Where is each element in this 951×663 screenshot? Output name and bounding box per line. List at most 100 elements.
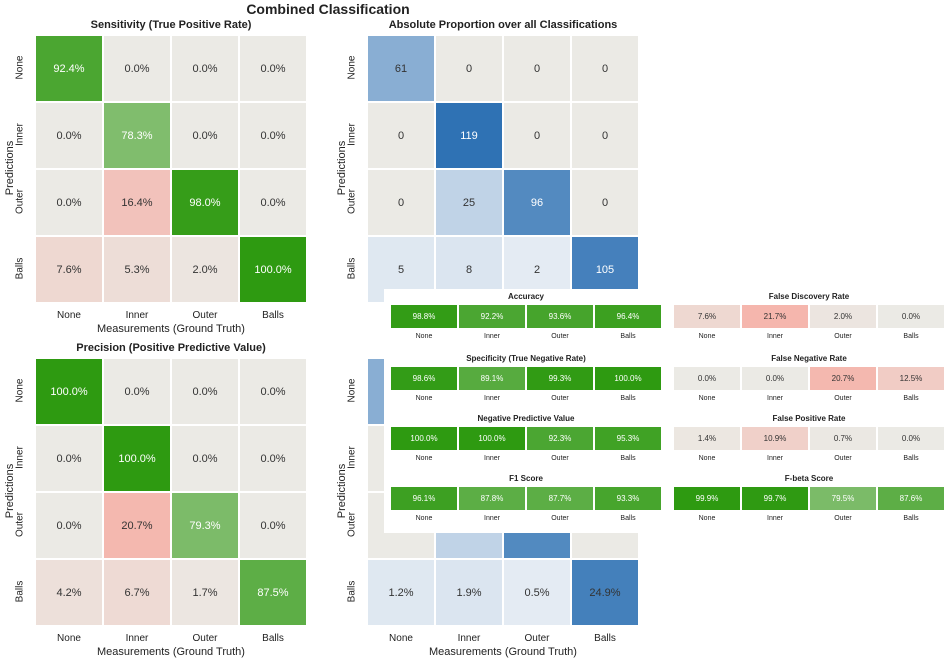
heatmap-cell: 87.5%: [239, 559, 307, 626]
metric-cell: 0.0%: [673, 366, 741, 391]
metric-x-tick: Outer: [551, 455, 569, 462]
y-tick-label: None: [14, 55, 26, 79]
metric-cell: 95.3%: [594, 426, 662, 451]
metric-cell: 7.6%: [673, 304, 741, 329]
heatmap-cell: 4.2%: [35, 559, 103, 626]
heatmap-cell: 0: [571, 102, 639, 169]
metric-x-tick: Outer: [834, 333, 852, 340]
heatmap-cell: 0: [571, 169, 639, 236]
metric-cell: 21.7%: [741, 304, 809, 329]
metric-x-tick: Balls: [903, 515, 919, 522]
heatmap-cell: 61: [367, 35, 435, 102]
heatmap-cell: 0.0%: [239, 169, 307, 236]
metric-cell: 98.6%: [390, 366, 458, 391]
heatmap-cell: 0.0%: [35, 492, 103, 559]
heatmap-cell: 100.0%: [35, 358, 103, 425]
y-tick-label: Balls: [346, 580, 358, 602]
metric-x-tick: Outer: [551, 395, 569, 402]
x-tick-label: Inner: [457, 633, 481, 644]
heatmap-cell: 7.6%: [35, 236, 103, 303]
metric-x-tick: None: [698, 395, 716, 402]
metric-title: F1 Score: [509, 474, 543, 483]
metric-x-tick: Inner: [484, 333, 500, 340]
metric-cell: 87.7%: [526, 486, 594, 511]
metric-x-tick: Balls: [903, 455, 919, 462]
metric-cell: 1.4%: [673, 426, 741, 451]
y-tick-label: Outer: [346, 188, 358, 214]
metric-cell: 0.7%: [809, 426, 877, 451]
heatmap-cell: 0.0%: [171, 35, 239, 102]
heatmap-cell: 24.9%: [571, 559, 639, 626]
metric-cell: 0.0%: [877, 304, 945, 329]
metric-cell: 2.0%: [809, 304, 877, 329]
metric-x-tick: Balls: [620, 515, 636, 522]
metric-title: F-beta Score: [784, 474, 834, 483]
y-tick-label: Balls: [346, 257, 358, 279]
y-tick-label: Inner: [14, 122, 26, 146]
heatmap-cell: 1.9%: [435, 559, 503, 626]
heatmap-cell: 0: [435, 35, 503, 102]
x-tick-label: None: [57, 310, 81, 321]
metric-x-tick: None: [698, 515, 716, 522]
y-tick-label: Balls: [14, 580, 26, 602]
metric-cell: 100.0%: [458, 426, 526, 451]
metric-x-tick: Inner: [767, 395, 783, 402]
heatmap-cell: 0.0%: [171, 358, 239, 425]
metric-cell: 93.3%: [594, 486, 662, 511]
metric-cell: 99.3%: [526, 366, 594, 391]
heatmap-cell: 0.0%: [103, 358, 171, 425]
x-tick-label: Balls: [262, 310, 284, 321]
panel2-xlabel: Measurements (Ground Truth): [97, 646, 245, 658]
x-tick-label: Outer: [192, 310, 218, 321]
metric-title: Negative Predictive Value: [477, 414, 575, 423]
heatmap-cell: 0.5%: [503, 559, 571, 626]
metric-x-tick: Inner: [767, 515, 783, 522]
heatmap-cell: 0.0%: [239, 358, 307, 425]
heatmap-cell: 0: [367, 102, 435, 169]
heatmap-cell: 0.0%: [239, 35, 307, 102]
metric-x-tick: Balls: [620, 455, 636, 462]
heatmap-cell: 0.0%: [35, 102, 103, 169]
metric-cell: 0.0%: [877, 426, 945, 451]
heatmap-cell: 100.0%: [239, 236, 307, 303]
heatmap-cell: 0: [503, 35, 571, 102]
metric-title: False Negative Rate: [771, 354, 847, 363]
panel2-title: Precision (Positive Predictive Value): [76, 342, 266, 354]
metric-x-tick: Inner: [767, 455, 783, 462]
panel3-ylabel: Predictions: [336, 463, 348, 519]
metric-cell: 100.0%: [594, 366, 662, 391]
metric-cell: 87.8%: [458, 486, 526, 511]
metric-title: Specificity (True Negative Rate): [466, 354, 586, 363]
heatmap-cell: 1.7%: [171, 559, 239, 626]
heatmap-cell: 0.0%: [239, 102, 307, 169]
y-tick-label: Outer: [14, 188, 26, 214]
panel2-ylabel: Predictions: [4, 463, 16, 519]
figure-title: Combined Classification: [246, 1, 410, 17]
y-tick-label: Outer: [14, 511, 26, 537]
heatmap-cell: 100.0%: [103, 425, 171, 492]
metric-x-tick: None: [698, 333, 716, 340]
metric-cell: 93.6%: [526, 304, 594, 329]
y-tick-label: Balls: [14, 257, 26, 279]
metric-x-tick: None: [415, 333, 433, 340]
heatmap-cell: 16.4%: [103, 169, 171, 236]
metric-x-tick: None: [698, 455, 716, 462]
metric-x-tick: Balls: [903, 395, 919, 402]
heatmap-cell: 0.0%: [171, 425, 239, 492]
heatmap-cell: 0.0%: [171, 102, 239, 169]
heatmap-cell: 78.3%: [103, 102, 171, 169]
metric-x-tick: Balls: [903, 333, 919, 340]
metric-cell: 20.7%: [809, 366, 877, 391]
x-tick-label: Balls: [262, 633, 284, 644]
metric-x-tick: None: [415, 455, 433, 462]
heatmap-cell: 0: [571, 35, 639, 102]
x-tick-label: Outer: [192, 633, 218, 644]
metric-x-tick: None: [415, 515, 433, 522]
metric-x-tick: Inner: [767, 333, 783, 340]
metric-title: False Discovery Rate: [768, 292, 850, 301]
heatmap-cell: 0.0%: [239, 425, 307, 492]
y-tick-label: Inner: [14, 445, 26, 469]
x-tick-label: None: [389, 633, 413, 644]
metric-cell: 12.5%: [877, 366, 945, 391]
metric-cell: 96.4%: [594, 304, 662, 329]
